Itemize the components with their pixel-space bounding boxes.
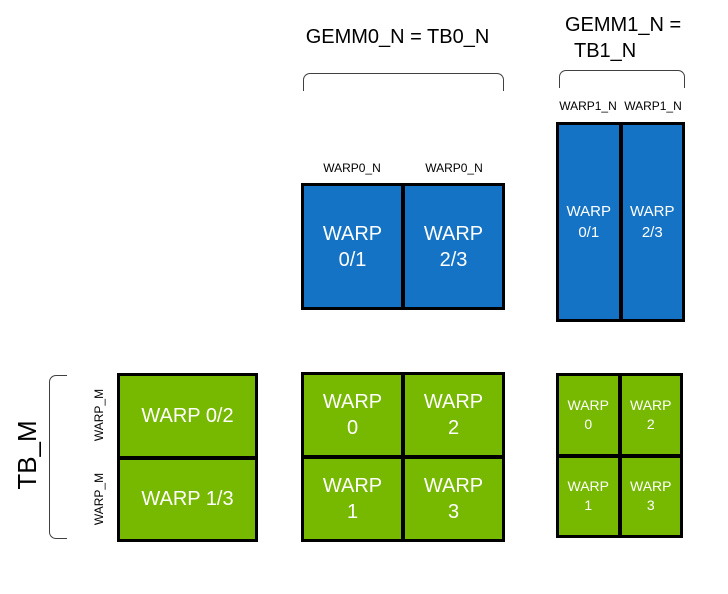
tb-m-bracket [49, 375, 67, 539]
gemm1-accumulator-tile: WARP 0/1 WARP 2/3 [556, 122, 685, 322]
warp-cell-line2: 2 [447, 417, 460, 439]
gemm1-accum-warp23-cell: WARP 2/3 [622, 125, 682, 319]
gemm0-warp1-cell: WARP 1 [304, 459, 401, 539]
gemm1-n-title: GEMM1_N = TB1_N [565, 12, 695, 64]
warp-cell-line2: 0/1 [578, 224, 600, 241]
warp-cell-line1: WARP [322, 475, 383, 497]
warp-cell-line1: WARP [566, 203, 611, 220]
warp1-n-label-right: WARP1_N [624, 99, 682, 113]
gemm0-warp2-cell: WARP 2 [405, 375, 502, 455]
gemm1-warp1-cell: WARP 1 [559, 457, 618, 535]
gemm0-accum-warp01-cell: WARP 0/1 [304, 186, 401, 307]
warp-cell-line1: WARP [630, 203, 675, 220]
gemm0-n-bracket [303, 73, 504, 91]
warp-cell-line1: WARP [567, 478, 609, 495]
warp-cell-line1: WARP [423, 222, 484, 245]
tb-warp13-row: WARP 1/3 [120, 459, 255, 539]
gemm1-warp2-cell: WARP 2 [621, 376, 680, 454]
warp0-n-label-left: WARP0_N [323, 161, 381, 175]
gemm0-warp3-cell: WARP 3 [405, 459, 502, 539]
warp-cell-line2: 2 [646, 415, 655, 432]
tb-warp02-row: WARP 0/2 [120, 376, 255, 456]
warp-cell-line2: 3 [646, 497, 655, 514]
gemm1-accum-warp01-cell: WARP 0/1 [559, 125, 619, 319]
warp-cell-line1: WARP [567, 396, 609, 413]
warp-m-label-bottom: WARP_M [92, 472, 106, 526]
warp-cell-line1: WARP [423, 475, 484, 497]
warp-row-label: WARP 0/2 [141, 404, 234, 427]
warp-cell-line2: 0 [346, 417, 359, 439]
warp-row-label: WARP 1/3 [141, 488, 234, 511]
warp-cell-line2: 2/3 [439, 248, 468, 271]
gemm1-warp3-cell: WARP 3 [621, 457, 680, 535]
warp0-n-label-right: WARP0_N [425, 161, 483, 175]
warp-cell-line1: WARP [630, 478, 672, 495]
warp-cell-line2: 0 [584, 415, 593, 432]
threadblock-tile: WARP 0/2 WARP 1/3 [117, 373, 258, 542]
warp-cell-line2: 1 [584, 497, 593, 514]
gemm1-warp0-cell: WARP 0 [559, 376, 618, 454]
warp-cell-line2: 1 [346, 501, 359, 523]
tb-m-label: TB_M [12, 420, 42, 490]
gemm0-n-title: GEMM0_N = TB0_N [305, 26, 490, 48]
gemm0-accumulator-tile: WARP 0/1 WARP 2/3 [301, 183, 505, 310]
warp-cell-line2: 3 [447, 501, 460, 523]
gemm1-n-bracket [559, 70, 685, 88]
warp1-n-label-left: WARP1_N [559, 99, 617, 113]
gemm0-warp0-cell: WARP 0 [304, 375, 401, 455]
warp-cell-line1: WARP [630, 396, 672, 413]
warp-cell-line2: 2/3 [641, 224, 663, 241]
warp-cell-line1: WARP [322, 222, 383, 245]
gemm0-accum-warp23-cell: WARP 2/3 [405, 186, 502, 307]
warp-cell-line1: WARP [423, 391, 484, 413]
warp-cell-line2: 0/1 [338, 248, 367, 271]
gemm0-warp-tile-grid: WARP 0 WARP 2 WARP 1 WARP 3 [301, 372, 505, 542]
gemm1-warp-tile-grid: WARP 0 WARP 2 WARP 1 WARP 3 [556, 373, 683, 538]
warp-cell-line1: WARP [322, 391, 383, 413]
gemm1-n-title-line1: GEMM1_N = [565, 14, 682, 36]
gemm1-n-title-line2: TB1_N [574, 40, 637, 62]
